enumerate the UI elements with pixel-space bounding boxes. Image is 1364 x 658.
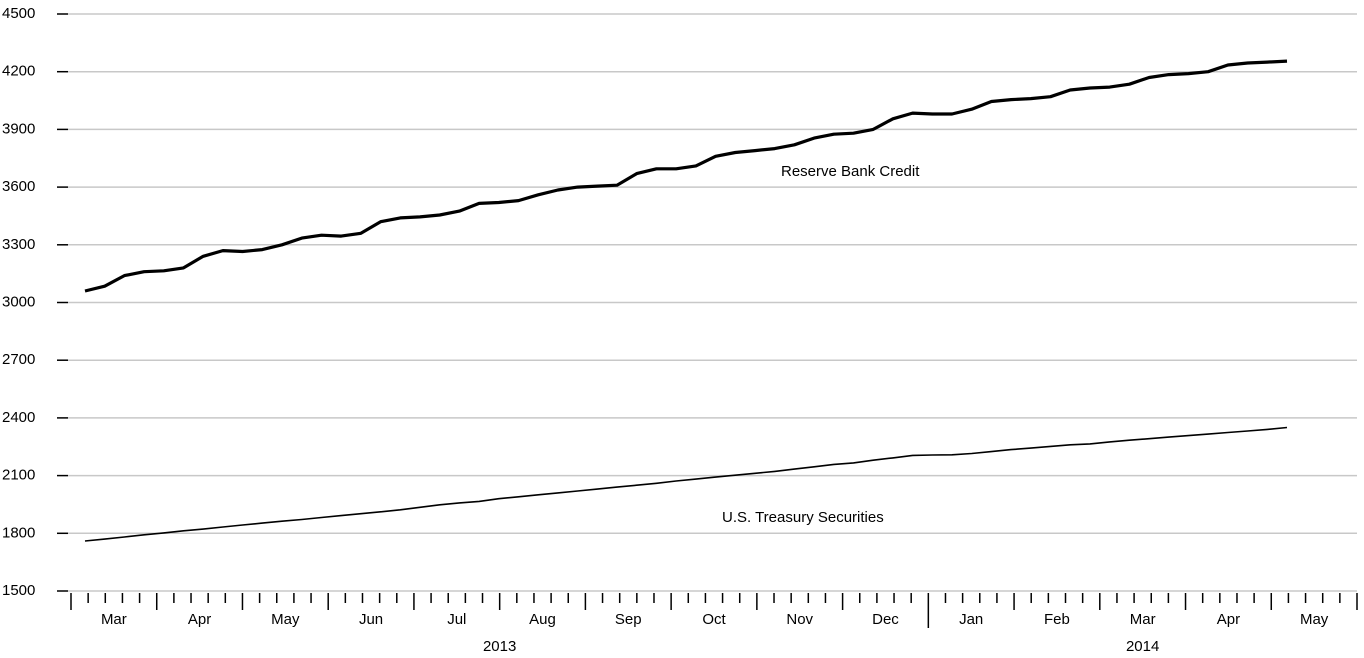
x-tick-label: Dec	[872, 611, 899, 628]
x-tick-label: May	[1300, 611, 1329, 628]
x-tick-label: Mar	[1130, 611, 1156, 628]
y-tick-label: 1800	[2, 524, 35, 541]
year-label: 2013	[483, 638, 516, 655]
x-tick-label: Sep	[615, 611, 642, 628]
x-tick-label: Jul	[447, 611, 466, 628]
x-tick-label: Aug	[529, 611, 556, 628]
y-tick-label: 4500	[2, 5, 35, 22]
y-tick-label: 3600	[2, 178, 35, 195]
x-tick-label: Jun	[359, 611, 383, 628]
y-tick-label: 2700	[2, 351, 35, 368]
y-tick-label: 3900	[2, 120, 35, 137]
x-tick-label: Apr	[188, 611, 211, 628]
series-label: U.S. Treasury Securities	[722, 509, 884, 526]
y-tick-label: 3000	[2, 293, 35, 310]
y-tick-label: 3300	[2, 236, 35, 253]
series-label: Reserve Bank Credit	[781, 163, 920, 180]
y-tick-label: 4200	[2, 63, 35, 80]
x-tick-label: Apr	[1217, 611, 1240, 628]
x-tick-label: Mar	[101, 611, 127, 628]
x-tick-label: Feb	[1044, 611, 1070, 628]
y-tick-label: 1500	[2, 582, 35, 599]
series-line	[84, 426, 1288, 542]
x-tick-label: May	[271, 611, 300, 628]
y-tick-label: 2100	[2, 467, 35, 484]
y-tick-label: 2400	[2, 409, 35, 426]
x-tick-label: Jan	[959, 611, 983, 628]
series-line	[84, 59, 1288, 293]
year-label: 2014	[1126, 638, 1159, 655]
x-tick-label: Nov	[786, 611, 813, 628]
x-tick-label: Oct	[702, 611, 726, 628]
